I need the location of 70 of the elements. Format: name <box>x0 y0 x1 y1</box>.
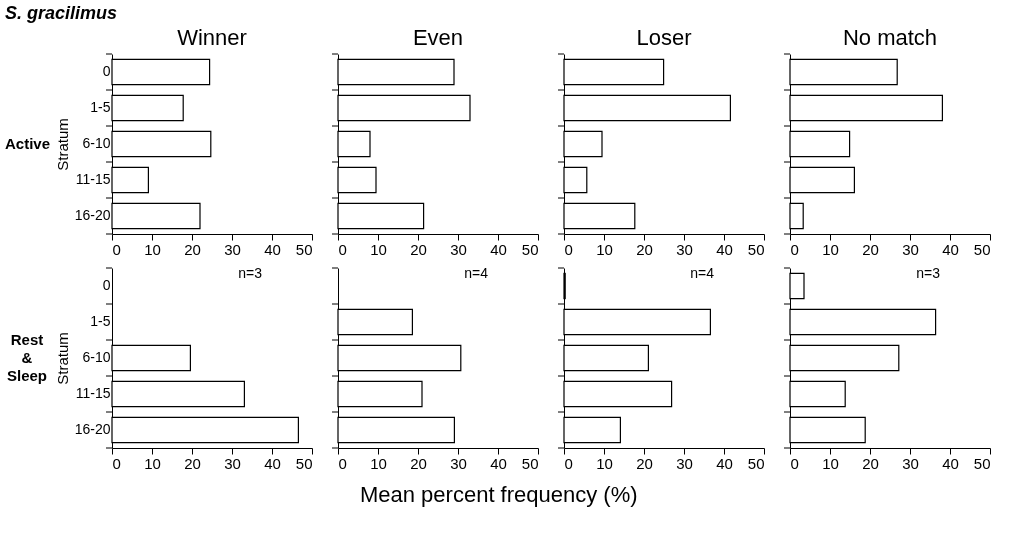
chart-title: Even <box>412 24 464 50</box>
x-tick-label: 30 <box>902 454 919 472</box>
x-tick-label: 20 <box>184 240 201 258</box>
x-tick-label: 10 <box>822 240 839 258</box>
x-tick-label: 10 <box>596 240 613 258</box>
x-tick-label: 0 <box>338 240 347 258</box>
x-tick-label: 0 <box>564 240 573 258</box>
x-tick-label: 20 <box>862 454 879 472</box>
y-tick-label: 16-20 <box>74 207 111 223</box>
x-tick-label: 0 <box>564 454 573 472</box>
x-tick-label: 40 <box>490 240 507 258</box>
annotation: n=4 <box>690 265 715 281</box>
x-tick-label: 40 <box>264 240 281 258</box>
x-tick-label: 40 <box>942 454 959 472</box>
annotation: n=3 <box>916 265 941 281</box>
x-tick-label: 40 <box>716 454 733 472</box>
text: Rest & Sleep <box>6 331 48 384</box>
x-tick-label: 30 <box>450 454 467 472</box>
text: S. gracilimus <box>4 2 118 23</box>
annotation: n=3 <box>238 265 263 281</box>
x-tick-label: 30 <box>450 240 467 258</box>
x-tick-label: 40 <box>264 454 281 472</box>
chart-title: Winner <box>177 24 247 50</box>
y-axis-title: Stratum <box>53 118 71 171</box>
y-tick-label: 11-15 <box>75 171 111 187</box>
y-tick-label: 6-10 <box>82 349 111 365</box>
x-tick-label: 50 <box>521 454 539 472</box>
x-tick-label: 0 <box>338 454 347 472</box>
x-tick-label: 50 <box>295 240 313 258</box>
chart-title: Loser <box>636 24 692 50</box>
chart-title: No match <box>842 24 938 50</box>
y-tick-label: 0 <box>102 277 111 293</box>
x-tick-label: 40 <box>942 240 959 258</box>
x-tick-label: 30 <box>902 240 919 258</box>
x-tick-label: 20 <box>862 240 879 258</box>
x-tick-label: 40 <box>490 454 507 472</box>
x-tick-label: 10 <box>596 454 613 472</box>
x-tick-label: 30 <box>676 454 693 472</box>
x-tick-label: 10 <box>144 240 161 258</box>
x-tick-label: 50 <box>973 454 991 472</box>
x-tick-label: 50 <box>521 240 539 258</box>
x-tick-label: 50 <box>747 240 765 258</box>
annotation: n=4 <box>464 265 489 281</box>
x-tick-label: 30 <box>676 240 693 258</box>
y-axis-title: Stratum <box>53 332 71 385</box>
text: Active <box>4 135 50 152</box>
y-tick-label: 16-20 <box>74 421 111 437</box>
x-tick-label: 20 <box>410 240 427 258</box>
x-tick-label: 50 <box>747 454 765 472</box>
x-tick-label: 20 <box>410 454 427 472</box>
x-tick-label: 20 <box>636 240 653 258</box>
y-tick-label: 1-5 <box>90 313 111 329</box>
x-tick-label: 10 <box>144 454 161 472</box>
x-tick-label: 10 <box>822 454 839 472</box>
y-tick-label: 11-15 <box>75 385 111 401</box>
x-tick-label: 10 <box>370 454 387 472</box>
x-tick-label: 30 <box>224 454 241 472</box>
x-tick-label: 0 <box>790 454 799 472</box>
x-tick-label: 30 <box>224 240 241 258</box>
x-tick-label: 20 <box>184 454 201 472</box>
x-tick-label: 0 <box>790 240 799 258</box>
x-tick-label: 10 <box>370 240 387 258</box>
x-axis-title: Mean percent frequency (%) <box>359 482 638 507</box>
x-tick-label: 40 <box>716 240 733 258</box>
y-tick-label: 1-5 <box>90 99 111 115</box>
x-tick-label: 20 <box>636 454 653 472</box>
y-tick-label: 6-10 <box>82 135 111 151</box>
x-tick-label: 50 <box>295 454 313 472</box>
x-tick-label: 50 <box>973 240 991 258</box>
y-tick-label: 0 <box>102 63 111 79</box>
